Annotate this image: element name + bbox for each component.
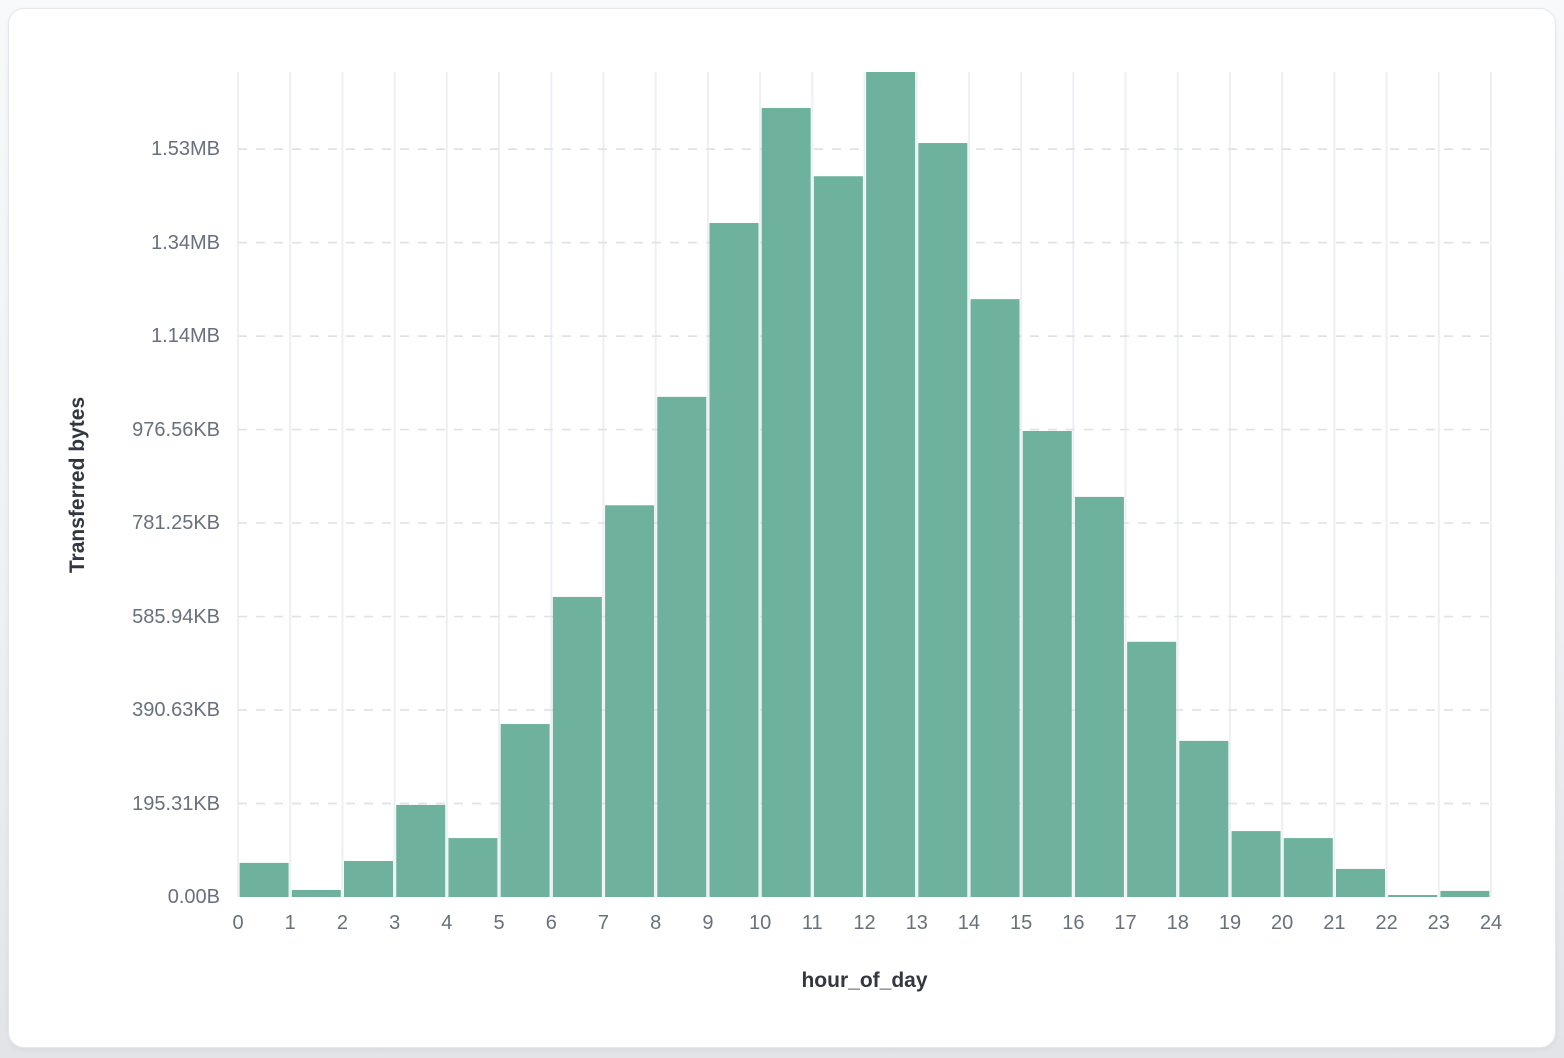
x-tick-label: 4 <box>441 912 453 934</box>
y-tick-label: 195.31KB <box>132 792 220 815</box>
x-tick-label: 18 <box>1166 912 1189 934</box>
x-tick-label: 5 <box>493 912 505 934</box>
histogram-plot[interactable] <box>237 72 1492 898</box>
histogram-bar[interactable] <box>448 838 498 897</box>
x-tick-label: 13 <box>905 912 928 934</box>
x-tick-label: 14 <box>957 912 981 934</box>
histogram-bar[interactable] <box>709 222 759 898</box>
histogram-bar[interactable] <box>1283 838 1333 897</box>
histogram-bar[interactable] <box>1440 890 1490 897</box>
y-tick-label: 781.25KB <box>132 512 220 535</box>
x-tick-label: 17 <box>1114 912 1137 934</box>
x-tick-label: 21 <box>1323 912 1346 934</box>
y-axis-tick-labels: 0.00B 195.31KB 390.63KB 585.94KB 781.25KB 976… <box>9 72 220 908</box>
x-tick-label: 1 <box>284 912 296 934</box>
histogram-bar[interactable] <box>1127 641 1177 897</box>
y-tick-label: 1.34MB <box>151 231 220 254</box>
histogram-bar[interactable] <box>291 889 341 897</box>
y-tick-label: 976.56KB <box>132 418 220 441</box>
histogram-bar[interactable] <box>657 396 707 897</box>
x-tick-label: 20 <box>1271 912 1294 934</box>
x-tick-label: 9 <box>702 912 714 934</box>
x-axis-title: hour_of_day <box>801 969 928 992</box>
histogram-bar[interactable] <box>1231 831 1281 897</box>
histogram-bar[interactable] <box>552 596 602 897</box>
chart-card: Transferred bytes 0.00B 195.31KB 390.63KB 5… <box>8 8 1556 1048</box>
x-tick-label: 3 <box>389 912 401 934</box>
histogram-bar[interactable] <box>1388 894 1438 897</box>
x-tick-label: 23 <box>1427 912 1450 934</box>
histogram-bar[interactable] <box>396 804 446 897</box>
histogram-bar[interactable] <box>605 505 655 897</box>
x-tick-label: 12 <box>853 912 876 934</box>
histogram-bar[interactable] <box>813 176 863 897</box>
histogram-bar[interactable] <box>918 143 968 898</box>
histogram-bar[interactable] <box>761 107 811 898</box>
x-tick-label: 7 <box>597 912 610 934</box>
histogram-bar[interactable] <box>1022 430 1072 897</box>
histogram-bar[interactable] <box>970 299 1020 897</box>
x-tick-label: 15 <box>1010 912 1033 934</box>
x-tick-label: 10 <box>748 912 772 934</box>
histogram-bar[interactable] <box>1074 496 1124 897</box>
histogram-bars <box>239 72 1490 898</box>
y-tick-label: 0.00B <box>167 886 220 908</box>
histogram-bar[interactable] <box>866 72 916 897</box>
x-tick-label: 16 <box>1062 912 1085 934</box>
y-tick-label: 585.94KB <box>132 605 220 628</box>
y-tick-label: 1.14MB <box>151 325 220 348</box>
x-tick-label: 0 <box>232 912 244 934</box>
histogram-bar[interactable] <box>500 724 550 897</box>
x-tick-label: 6 <box>545 912 557 934</box>
horizontal-gridlines <box>238 148 1491 805</box>
x-tick-label: 2 <box>336 912 348 934</box>
y-tick-label: 1.53MB <box>151 138 220 161</box>
x-tick-label: 11 <box>801 912 823 934</box>
x-tick-label: 8 <box>650 912 662 934</box>
x-tick-label: 24 <box>1479 912 1503 934</box>
y-tick-label: 390.63KB <box>132 699 220 722</box>
histogram-bar[interactable] <box>239 862 289 897</box>
x-tick-label: 19 <box>1218 912 1242 934</box>
histogram-bar[interactable] <box>1179 740 1229 897</box>
x-axis-tick-labels: 0 1 2 3 4 5 6 7 8 9 10 11 12 13 14 15 16 17 18 19 20 21 22 23 24 <box>232 906 1502 940</box>
x-tick-label: 22 <box>1375 912 1398 934</box>
histogram-bar[interactable] <box>1335 868 1385 897</box>
histogram-bar[interactable] <box>344 861 394 897</box>
vertical-gridlines <box>237 72 1492 897</box>
